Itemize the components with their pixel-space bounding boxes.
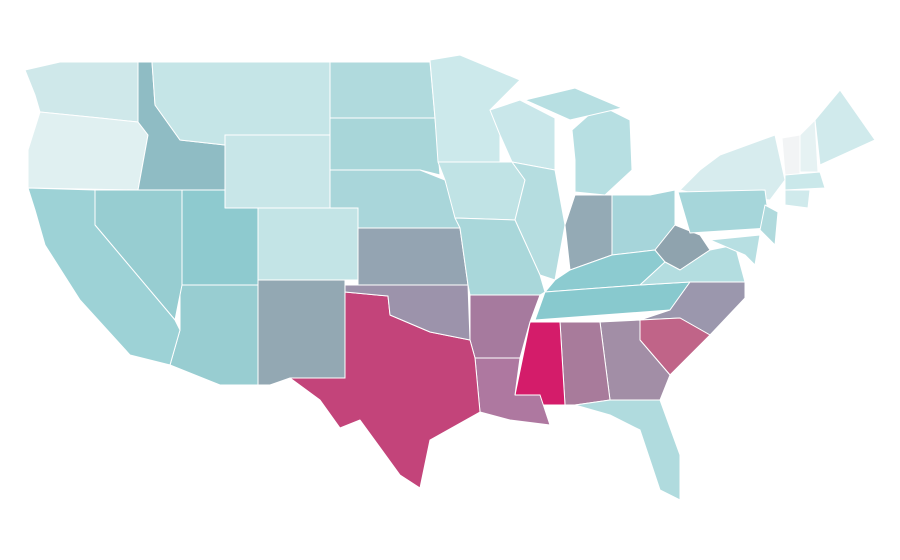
state <box>357 227 469 286</box>
state <box>814 89 876 166</box>
state <box>344 284 471 341</box>
state <box>574 399 681 501</box>
state <box>784 171 826 191</box>
state <box>474 357 551 426</box>
state <box>257 207 359 281</box>
state <box>784 189 811 209</box>
state <box>524 87 623 121</box>
state <box>709 234 761 266</box>
state <box>639 244 746 286</box>
state <box>27 187 181 366</box>
state <box>454 217 546 296</box>
state <box>329 61 436 119</box>
state <box>781 134 801 176</box>
state <box>27 111 149 191</box>
states <box>24 54 876 501</box>
state <box>511 161 566 281</box>
state <box>151 61 331 146</box>
state <box>224 134 331 209</box>
state <box>759 204 779 246</box>
state <box>677 189 771 234</box>
state <box>329 117 441 176</box>
state <box>571 104 633 196</box>
state <box>257 279 346 386</box>
state <box>799 119 819 173</box>
state <box>169 284 259 386</box>
